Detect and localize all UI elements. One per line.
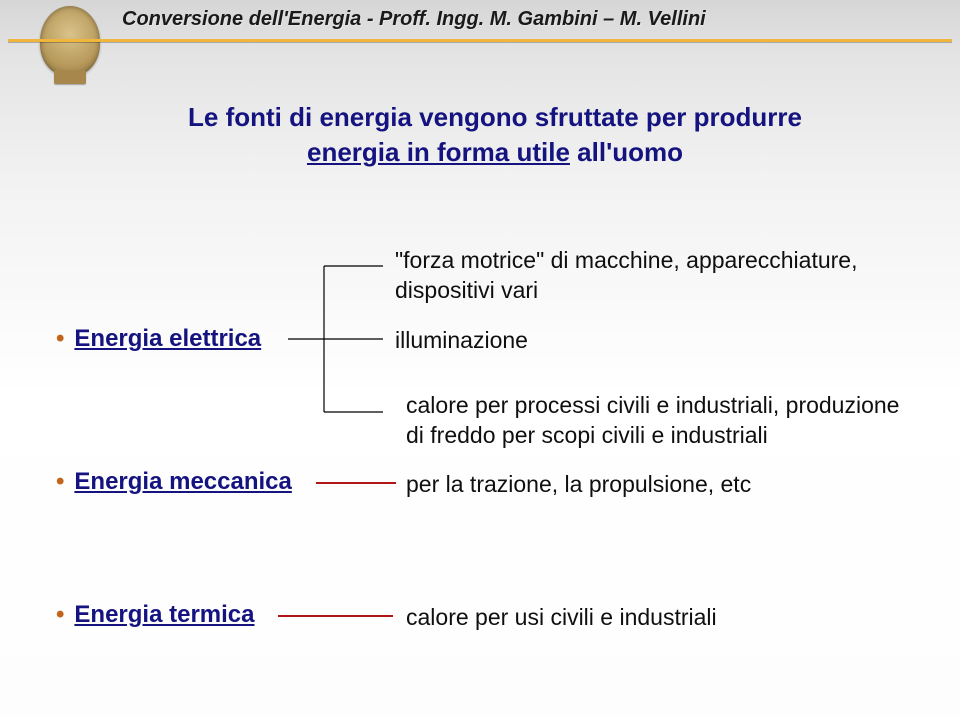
desc-traction: per la trazione, la propulsione, etc: [406, 470, 751, 500]
thermal-connector: [278, 607, 398, 627]
item-electric-label: Energia elettrica: [74, 325, 261, 352]
desc-process-l2: di freddo per scopi civili e industriali: [406, 422, 768, 448]
lead-line1: Le fonti di energia vengono sfruttate pe…: [188, 102, 802, 132]
item-mechanical-label: Energia meccanica: [74, 468, 291, 495]
item-thermal-label: Energia termica: [74, 601, 254, 628]
desc-thermal: calore per usi civili e industriali: [406, 603, 717, 633]
desc-process-l1: calore per processi civili e industriali…: [406, 392, 899, 418]
header-title: Conversione dell'Energia - Proff. Ingg. …: [122, 8, 706, 30]
header: Conversione dell'Energia - Proff. Ingg. …: [0, 8, 960, 31]
desc-motrice-l1: "forza motrice" di macchine, apparecchia…: [395, 247, 857, 273]
lead-line2-suffix: all'uomo: [570, 137, 683, 167]
desc-motrice-l2: dispositivi vari: [395, 277, 538, 303]
desc-thermal-text: calore per usi civili e industriali: [406, 604, 717, 630]
item-electric: • Energia elettrica: [56, 325, 261, 353]
item-thermal: • Energia termica: [56, 601, 255, 629]
desc-traction-text: per la trazione, la propulsione, etc: [406, 471, 751, 497]
bullet-icon: •: [56, 601, 64, 628]
mechanical-connector: [316, 474, 406, 494]
electric-fork-connector: [288, 250, 408, 430]
lead-text: Le fonti di energia vengono sfruttate pe…: [135, 100, 855, 170]
bullet-icon: •: [56, 468, 64, 495]
header-rule: [8, 39, 952, 42]
desc-illum: illuminazione: [395, 326, 528, 356]
bullet-icon: •: [56, 325, 64, 352]
slide: Conversione dell'Energia - Proff. Ingg. …: [0, 0, 960, 716]
item-mechanical: • Energia meccanica: [56, 468, 292, 496]
desc-illum-text: illuminazione: [395, 327, 528, 353]
desc-process: calore per processi civili e industriali…: [406, 391, 946, 451]
desc-motrice: "forza motrice" di macchine, apparecchia…: [395, 246, 935, 306]
lead-line2-underlined: energia in forma utile: [307, 137, 570, 167]
